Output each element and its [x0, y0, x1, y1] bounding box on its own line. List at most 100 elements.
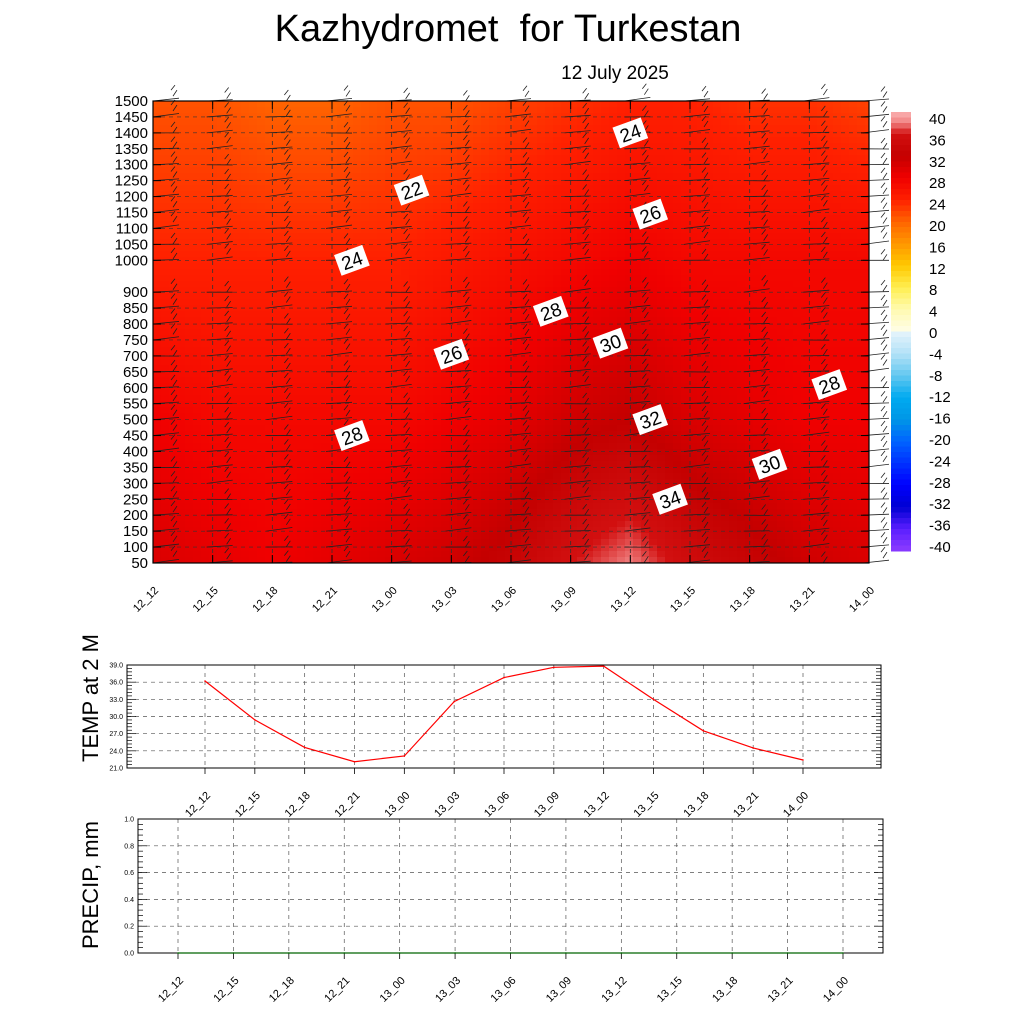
- wind-barb: [564, 392, 591, 405]
- wind-barb: [683, 420, 711, 436]
- colorbar-segment: [891, 402, 911, 409]
- colorbar-segment: [891, 386, 911, 393]
- colorbar-segment: [891, 507, 911, 514]
- wind-barb: [803, 529, 830, 548]
- wind-barb: [624, 469, 651, 484]
- precip-xtick-label: 12_21: [322, 975, 352, 1005]
- wind-barb: [683, 405, 711, 421]
- colorbar-label: -32: [929, 496, 951, 513]
- wind-barb: [564, 341, 591, 357]
- colorbar-segment: [891, 468, 911, 475]
- colorbar-segment: [891, 117, 911, 124]
- temp-xtick-label: 13_15: [632, 790, 662, 820]
- wind-barb: [803, 120, 830, 134]
- colorbar-segment: [891, 457, 911, 464]
- wind-barb: [385, 281, 412, 293]
- wind-barb: [266, 313, 293, 325]
- heatmap-xtick-label: 12_18: [250, 585, 280, 615]
- wind-barb: [624, 388, 651, 405]
- wind-barb: [743, 371, 770, 389]
- wind-barb: [325, 501, 353, 516]
- wind-barb: [206, 451, 233, 468]
- wind-barb: [624, 358, 651, 373]
- contour-label-box: [632, 404, 669, 436]
- wind-barb: [206, 518, 233, 532]
- temp-xtick-label: 14_00: [781, 790, 811, 820]
- wind-barb: [206, 340, 233, 357]
- wind-barb: [683, 197, 711, 213]
- wind-barb: [266, 372, 293, 389]
- wind-barb: [325, 404, 353, 421]
- colorbar-segment: [891, 512, 911, 519]
- wind-barb: [743, 184, 770, 197]
- wind-barb: [743, 437, 770, 452]
- wind-barb: [564, 533, 591, 548]
- heatmap-ytick-label: 1100: [116, 220, 148, 237]
- heatmap-xtick-label: 13_15: [668, 585, 698, 615]
- colorbar-label: -40: [929, 539, 951, 556]
- colorbar-segment: [891, 112, 911, 118]
- wind-barb: [504, 181, 532, 197]
- wind-barb: [266, 387, 293, 405]
- wind-barb: [624, 231, 651, 245]
- wind-barb: [445, 164, 472, 182]
- colorbar-segment: [891, 238, 911, 245]
- wind-barb: [743, 132, 770, 150]
- wind-barb: [445, 424, 472, 437]
- wind-barb: [152, 210, 180, 229]
- colorbar: 4036322824201612840-4-8-12-16-20-24-28-3…: [891, 111, 951, 556]
- wind-barb: [564, 199, 591, 213]
- contour-label-box: [632, 198, 669, 230]
- heatmap-ytick-label: 650: [123, 364, 148, 381]
- chart-title: Kazhydromet for Turkestan: [274, 8, 742, 50]
- colorbar-segment: [891, 523, 911, 530]
- wind-barb: [803, 150, 830, 166]
- colorbar-segment: [891, 315, 911, 322]
- colorbar-label: 8: [929, 282, 937, 299]
- wind-barb: [266, 424, 293, 436]
- contour-label-box: [751, 448, 788, 480]
- wind-barb: [743, 103, 770, 118]
- colorbar-label: 4: [929, 304, 937, 321]
- colorbar-segment: [891, 276, 911, 283]
- colorbar-segment: [891, 254, 911, 261]
- colorbar-segment: [891, 260, 911, 267]
- heatmap-ytick-label: 1500: [115, 93, 148, 110]
- heatmap-ytick-label: 250: [123, 491, 148, 508]
- colorbar-segment: [891, 501, 911, 508]
- temp-ytick-label: 30.0: [109, 714, 123, 721]
- precip-point: [675, 952, 678, 954]
- wind-barb: [325, 293, 353, 309]
- heatmap-xtick-label: 13_21: [787, 585, 817, 615]
- wind-barb: [504, 434, 532, 452]
- wind-barb: [683, 85, 711, 102]
- wind-barb: [445, 104, 472, 118]
- wind-barb: [743, 482, 770, 500]
- heatmap-ytick-label: 800: [123, 316, 148, 333]
- temp-xtick-label: 13_18: [681, 790, 711, 820]
- contour-label-box: [592, 327, 629, 359]
- colorbar-segment: [891, 485, 911, 492]
- wind-barb: [803, 514, 830, 532]
- colorbar-segment: [891, 199, 911, 206]
- wind-barb: [743, 311, 770, 325]
- colorbar-segment: [891, 331, 911, 338]
- colorbar-label: -8: [929, 368, 942, 385]
- wind-barb: [206, 325, 233, 341]
- colorbar-label: -36: [929, 518, 951, 535]
- wind-barb: [624, 454, 651, 468]
- precip-xtick-label: 13_03: [433, 975, 463, 1005]
- heatmap-xtick-label: 12_21: [310, 585, 340, 615]
- heatmap-xtick-label: 13_06: [489, 585, 519, 615]
- wind-barb: [743, 296, 770, 309]
- temp-axis-title: TEMP at 2 M: [78, 634, 103, 762]
- wind-barb: [564, 274, 591, 293]
- colorbar-segment: [891, 545, 911, 552]
- wind-barb: [385, 392, 412, 405]
- precip-ytick-label: 0.8: [124, 843, 134, 850]
- wind-barb: [445, 469, 472, 484]
- wind-barb: [564, 214, 591, 229]
- wind-barb: [803, 180, 830, 197]
- wind-barb: [504, 471, 532, 484]
- wind-barb: [684, 137, 710, 150]
